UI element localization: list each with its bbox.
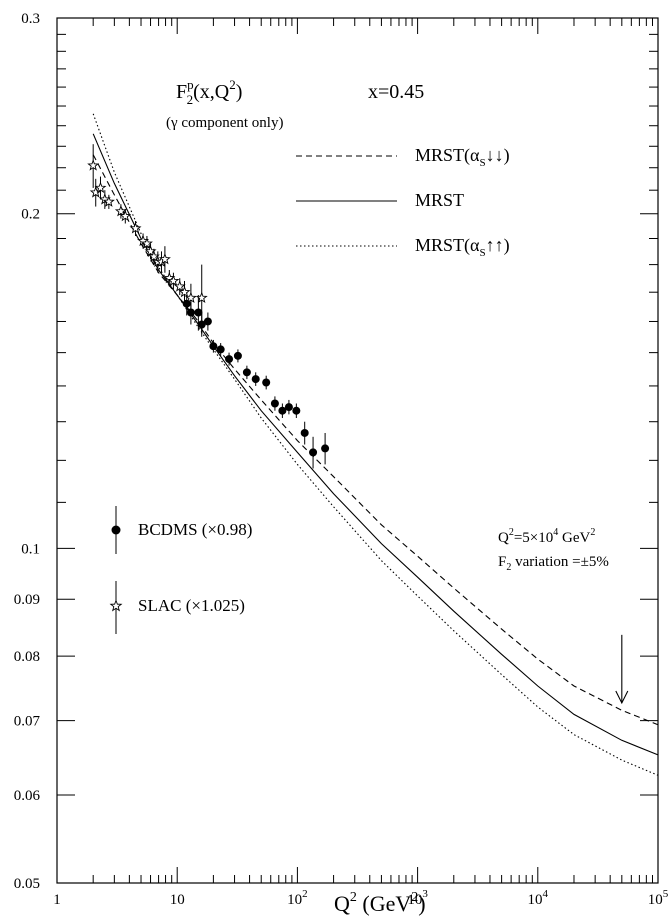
curve-solid bbox=[92, 133, 659, 756]
x-axis-label: Q2 (GeV2) bbox=[334, 890, 426, 916]
slac-point bbox=[184, 291, 197, 303]
slac-point bbox=[102, 195, 115, 207]
tick-labels: 1 10 102 103 104 105 0.05 0.06 0.07 0.08 0.09 0.1 0.… bbox=[14, 11, 669, 908]
slac-point bbox=[94, 181, 107, 193]
y-tick-label-2: 0.07 bbox=[14, 714, 41, 730]
y-tick-label-4: 0.09 bbox=[14, 592, 40, 608]
theory-curves bbox=[92, 113, 659, 776]
plot-frame bbox=[56, 17, 659, 884]
legend-label-bcdms: BCDMS (×0.98) bbox=[138, 520, 252, 539]
legend-label-dotted: MRST(αS↑↑) bbox=[415, 235, 510, 259]
curve-dashed bbox=[92, 154, 659, 726]
bcdms-point bbox=[194, 308, 203, 317]
bcdms-point bbox=[292, 406, 301, 415]
y-tick-label-0: 0.05 bbox=[14, 876, 40, 892]
bcdms-point bbox=[242, 368, 251, 377]
plot-border bbox=[56, 17, 659, 884]
x-tick-label-4: 104 bbox=[528, 888, 549, 908]
x-value-label: x=0.45 bbox=[368, 81, 424, 103]
legend-label-dashed: MRST(αS↓↓) bbox=[415, 145, 510, 169]
x-tick-label-2: 102 bbox=[287, 888, 308, 908]
data-points bbox=[87, 144, 330, 469]
annotation-arrow bbox=[615, 634, 629, 705]
arrow-head bbox=[615, 690, 629, 705]
annotation-q2: Q2=5×104 GeV2 bbox=[498, 527, 595, 546]
bcdms-point bbox=[225, 355, 234, 364]
legend-slac-marker bbox=[109, 599, 123, 612]
slac-point bbox=[129, 222, 142, 234]
y-tick-label-5: 0.1 bbox=[21, 541, 40, 557]
bcdms-point bbox=[270, 399, 279, 408]
legend bbox=[109, 155, 397, 634]
bcdms-point bbox=[284, 403, 293, 412]
slac-point bbox=[173, 280, 186, 292]
x-tick-label-1: 10 bbox=[170, 892, 185, 908]
bcdms-point bbox=[216, 345, 225, 354]
slac-point bbox=[178, 285, 191, 298]
x-tick-label-5: 105 bbox=[648, 888, 669, 908]
legend-label-solid: MRST bbox=[415, 190, 464, 210]
bcdms-point bbox=[209, 342, 218, 351]
bcdms-point bbox=[278, 406, 287, 415]
annotation-variation: F2 variation =±5% bbox=[498, 554, 609, 573]
legend-bcdms-marker bbox=[111, 525, 121, 535]
slac-point bbox=[119, 209, 132, 222]
y-tick-label-7: 0.3 bbox=[21, 11, 40, 27]
slac-point bbox=[167, 274, 180, 287]
y-tick-label-6: 0.2 bbox=[21, 207, 40, 223]
slac-point bbox=[114, 205, 127, 217]
axis-ticks bbox=[56, 17, 658, 884]
bcdms-point bbox=[203, 317, 212, 326]
x-tick-label-0: 1 bbox=[53, 892, 61, 908]
bcdms-point bbox=[321, 444, 330, 453]
chart-subtitle: (γ component only) bbox=[166, 115, 283, 131]
chart-title: Fp 2(x,Q2) bbox=[176, 77, 242, 107]
slac-point bbox=[158, 252, 171, 265]
slac-point bbox=[195, 291, 208, 303]
bcdms-point bbox=[233, 351, 242, 360]
x-tick-label-3: 103 bbox=[407, 888, 428, 908]
slac-point bbox=[87, 159, 100, 171]
curve-dotted bbox=[92, 113, 659, 776]
y-tick-label-1: 0.06 bbox=[14, 788, 41, 804]
y-tick-label-3: 0.08 bbox=[14, 649, 40, 665]
bcdms-point bbox=[251, 375, 260, 384]
slac-point bbox=[140, 237, 153, 249]
legend-label-slac: SLAC (×1.025) bbox=[138, 596, 245, 615]
bcdms-point bbox=[262, 378, 271, 387]
bcdms-point bbox=[309, 448, 318, 457]
bcdms-point bbox=[300, 428, 309, 437]
